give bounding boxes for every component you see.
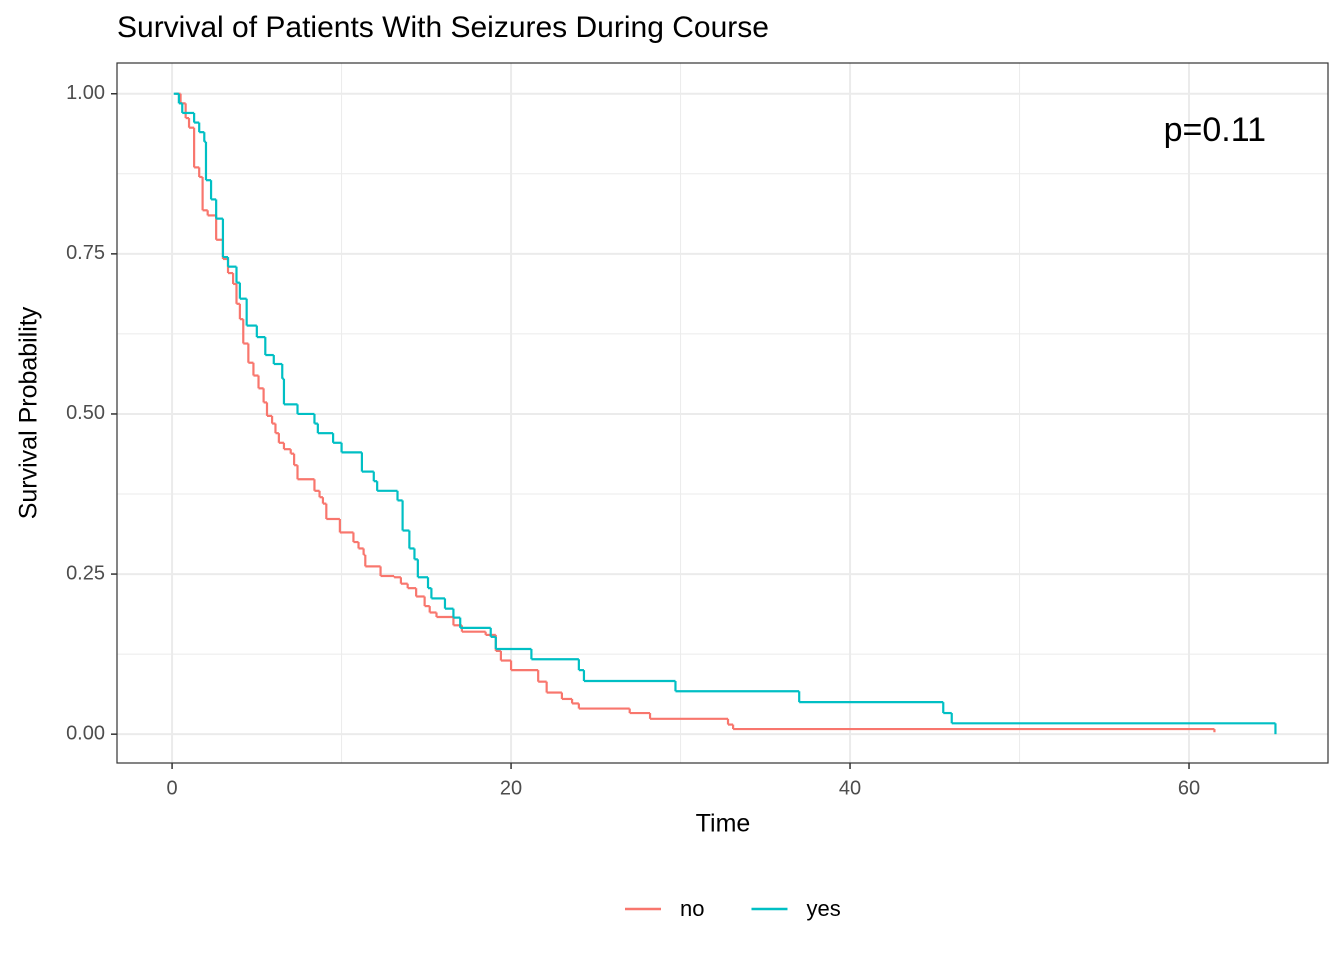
y-tick-label: 0.25	[66, 562, 105, 584]
y-tick-label: 0.75	[66, 242, 105, 264]
annotation: p=0.11	[1164, 111, 1266, 149]
x-tick-label: 0	[167, 777, 178, 799]
y-tick-label: 0.50	[66, 402, 105, 424]
legend-label: no	[680, 896, 704, 921]
chart-title: Survival of Patients With Seizures Durin…	[117, 11, 769, 44]
y-tick-label: 1.00	[66, 82, 105, 104]
y-axis-label: Survival Probability	[15, 306, 43, 519]
plot-border	[116, 62, 1329, 764]
x-axis-label: Time	[696, 810, 751, 838]
legend-label: yes	[806, 896, 840, 921]
x-tick-label: 40	[839, 777, 861, 799]
x-tick-label: 60	[1178, 777, 1200, 799]
x-tick-label: 20	[500, 777, 522, 799]
y-tick-label: 0.00	[66, 722, 105, 744]
